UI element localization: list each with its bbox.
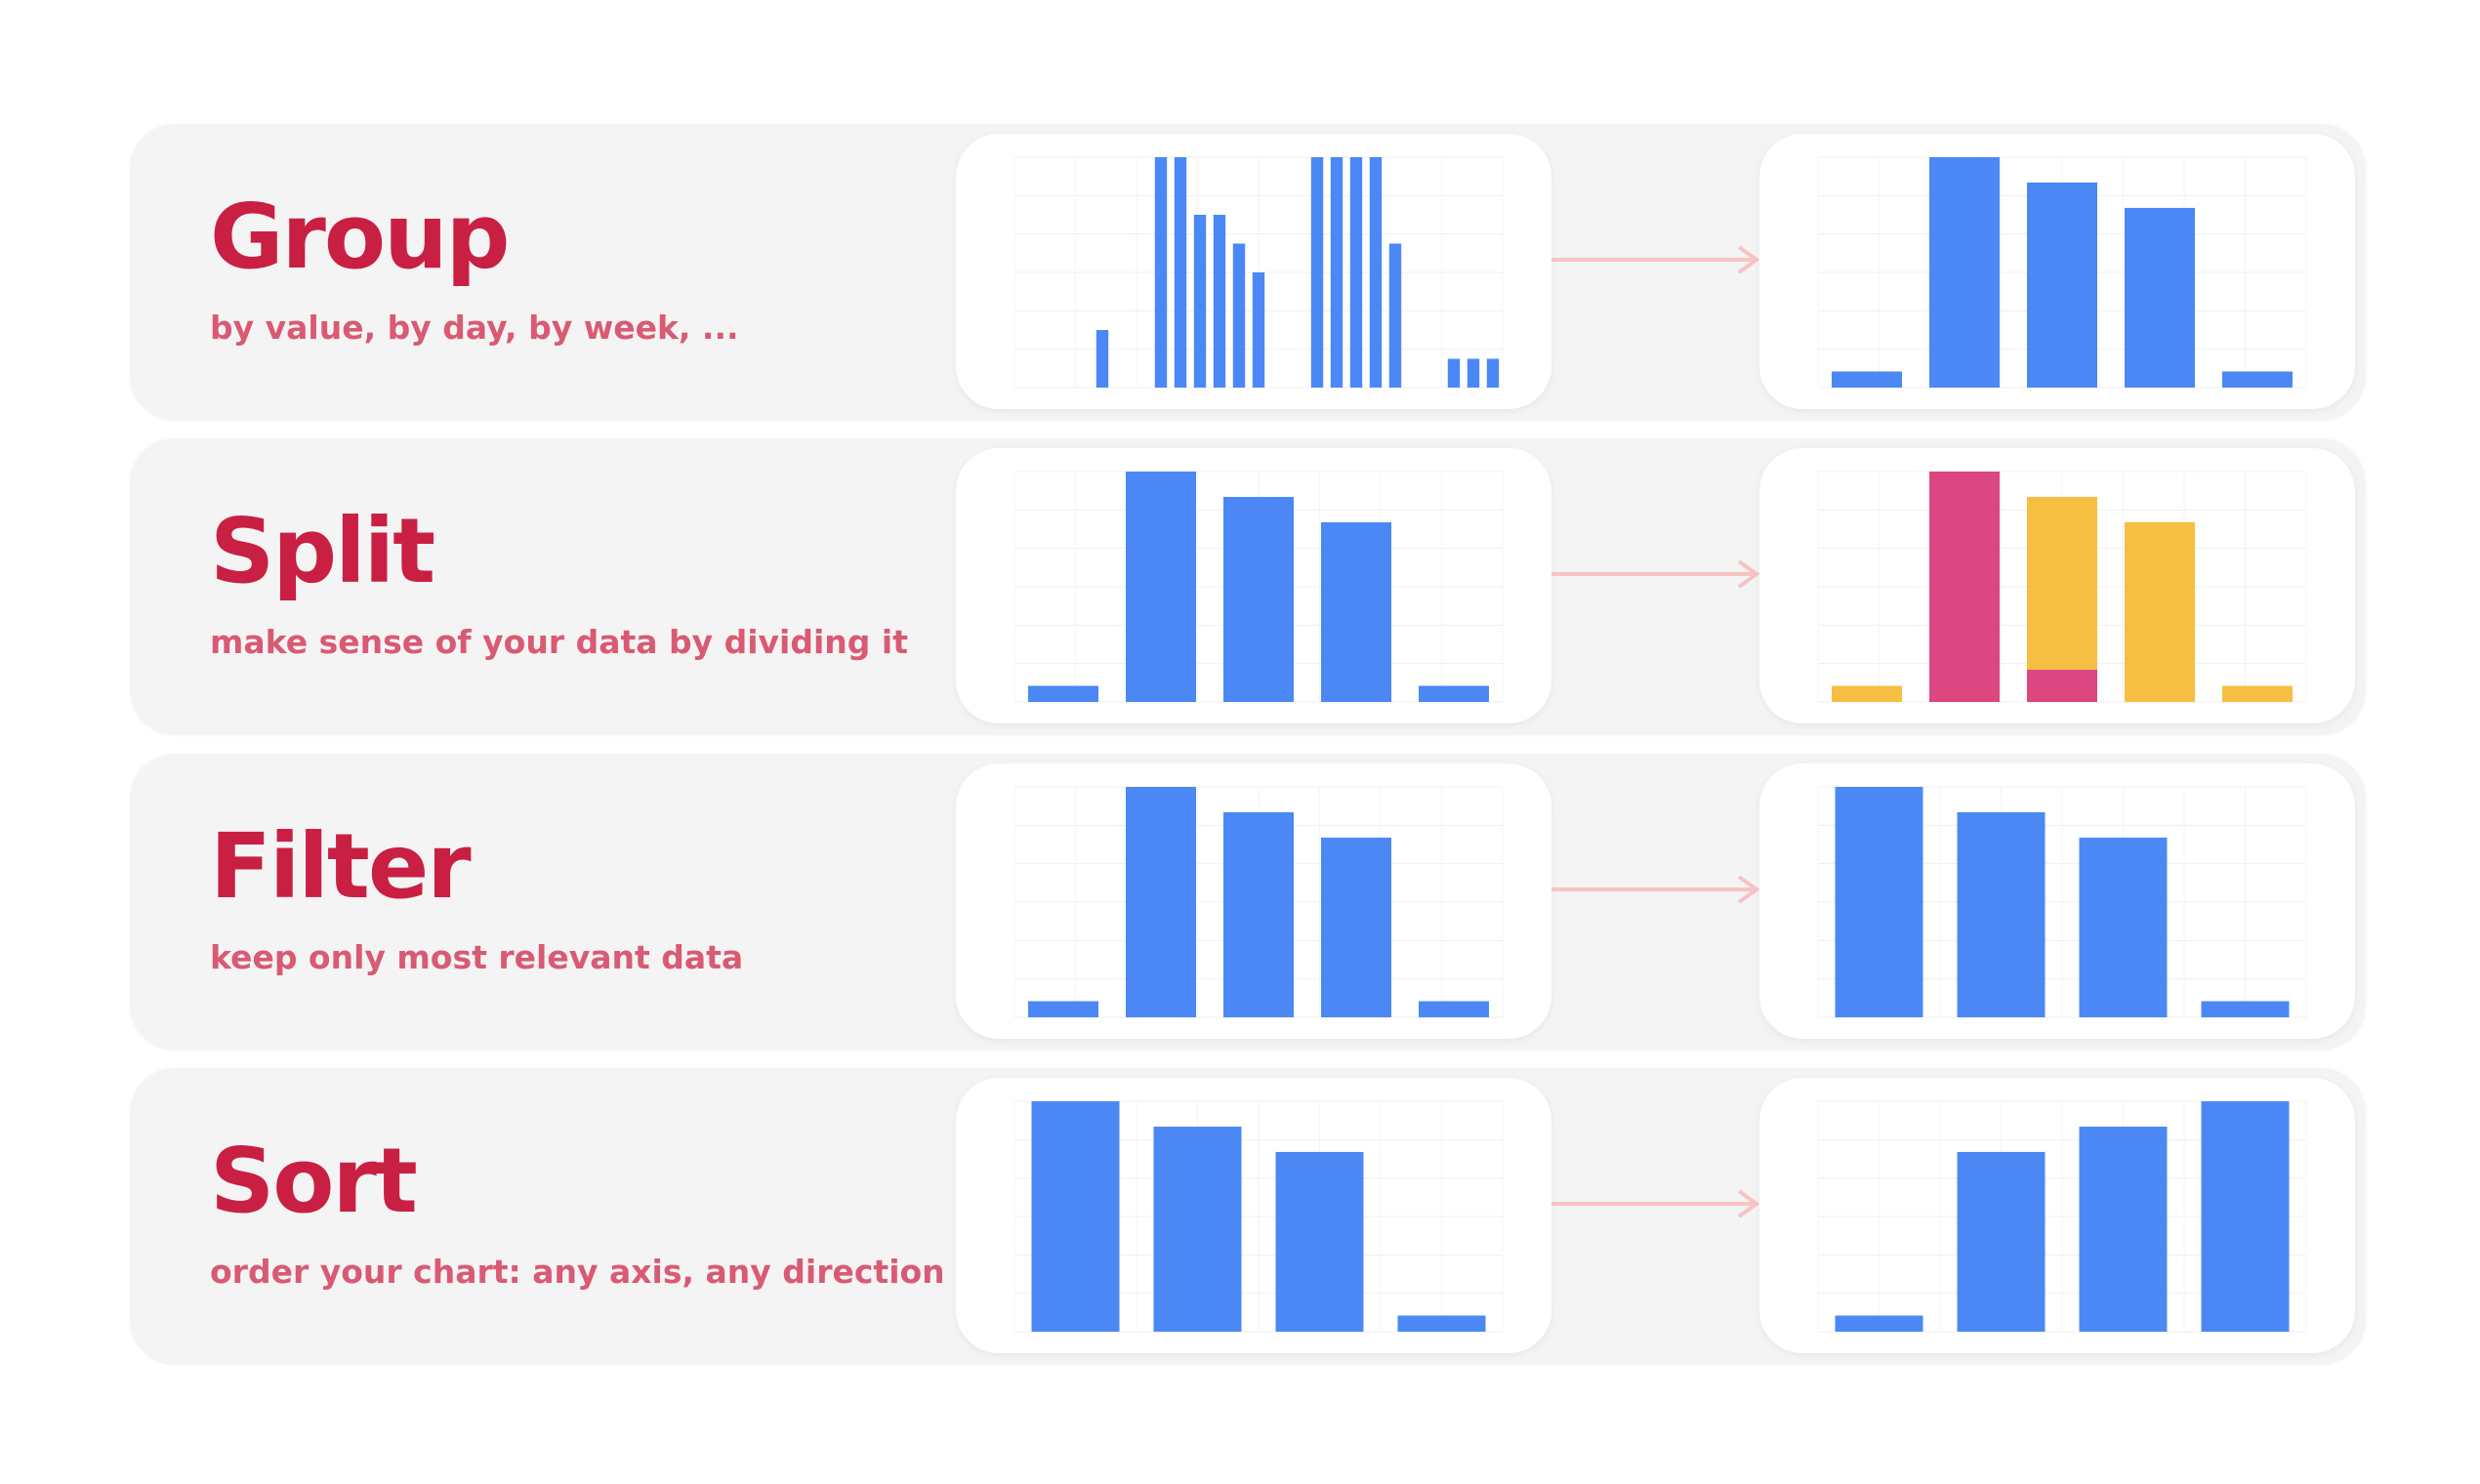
chart-group-before — [1013, 156, 1504, 389]
chart-bar — [1223, 811, 1294, 1017]
chart-bar — [1126, 787, 1196, 1017]
row-sort: Sort order your chart: any axis, any dir… — [130, 1068, 2366, 1365]
row-filter: Filter keep only most relevant data — [130, 754, 2366, 1051]
chart-bar — [1321, 521, 1391, 702]
row-title: Sort — [210, 1129, 418, 1233]
chart-card-after — [1759, 763, 2355, 1039]
chart-bar — [1310, 157, 1324, 388]
row-subtitle: by value, by day, by week, ... — [210, 309, 739, 347]
chart-bar — [1419, 1001, 1489, 1017]
chart-bar — [2027, 182, 2097, 388]
chart-bar — [1832, 685, 1902, 702]
chart-bar — [2222, 685, 2293, 702]
chart-bar — [1447, 358, 1461, 388]
chart-group-after — [1817, 156, 2307, 389]
arrow-right-icon — [1551, 245, 1760, 274]
chart-card-before — [956, 1078, 1551, 1353]
row-split: Split make sense of your data by dividin… — [130, 438, 2366, 735]
arrow-right-icon — [1551, 875, 1760, 904]
row-title: Group — [210, 185, 510, 289]
chart-bar — [1028, 685, 1098, 702]
arrow-right-icon — [1551, 1189, 1760, 1218]
chart-bar — [2201, 1001, 2290, 1017]
chart-card-after — [1759, 134, 2355, 409]
chart-bar — [2201, 1101, 2290, 1332]
chart-card-after — [1759, 448, 2355, 723]
chart-bar — [1929, 472, 2000, 702]
chart-bar — [1832, 371, 1902, 388]
chart-bar — [2027, 669, 2097, 702]
chart-bar — [1252, 272, 1265, 388]
chart-bar — [1419, 685, 1489, 702]
chart-bar — [1321, 837, 1391, 1017]
chart-bar — [1031, 1101, 1120, 1332]
chart-bar — [1275, 1151, 1364, 1332]
chart-bar — [1929, 157, 2000, 388]
chart-bar — [1232, 243, 1246, 388]
chart-bar — [1957, 1151, 2046, 1332]
chart-bar — [1174, 157, 1187, 388]
chart-bar — [1467, 358, 1480, 388]
chart-bar — [1028, 1001, 1098, 1017]
chart-sort-after — [1817, 1100, 2307, 1333]
chart-bar — [1369, 157, 1383, 388]
chart-bar — [1349, 157, 1363, 388]
arrow-right-icon — [1551, 559, 1760, 589]
chart-bar — [1095, 330, 1109, 388]
row-group: Group by value, by day, by week, ... — [130, 124, 2366, 421]
chart-bar — [1388, 243, 1402, 388]
row-title: Filter — [210, 814, 472, 919]
row-title: Split — [210, 499, 435, 603]
chart-split-after — [1817, 471, 2307, 703]
chart-bar — [2222, 371, 2293, 388]
chart-bar — [2079, 1126, 2168, 1332]
row-subtitle: keep only most relevant data — [210, 938, 744, 976]
chart-card-after — [1759, 1078, 2355, 1353]
chart-filter-before — [1013, 786, 1504, 1018]
chart-bar — [1835, 787, 1923, 1017]
chart-filter-after — [1817, 786, 2307, 1018]
chart-bar — [1154, 157, 1168, 388]
chart-bar — [1835, 1315, 1923, 1332]
chart-bar — [1193, 215, 1207, 388]
chart-bar — [1330, 157, 1343, 388]
chart-bar — [1397, 1315, 1486, 1332]
chart-sort-before — [1013, 1100, 1504, 1333]
chart-bar — [1486, 358, 1500, 388]
chart-bar — [1153, 1126, 1242, 1332]
chart-bar — [2079, 837, 2168, 1017]
chart-card-before — [956, 448, 1551, 723]
chart-card-before — [956, 763, 1551, 1039]
chart-bar — [1223, 496, 1294, 702]
chart-bar — [1126, 472, 1196, 702]
chart-bar — [2125, 207, 2195, 388]
chart-bar — [2027, 496, 2097, 670]
chart-card-before — [956, 134, 1551, 409]
chart-bar — [1213, 215, 1226, 388]
chart-bar — [2125, 521, 2195, 702]
chart-split-before — [1013, 471, 1504, 703]
row-subtitle: order your chart: any axis, any directio… — [210, 1253, 945, 1291]
chart-bar — [1957, 811, 2046, 1017]
row-subtitle: make sense of your data by dividing it — [210, 623, 908, 661]
